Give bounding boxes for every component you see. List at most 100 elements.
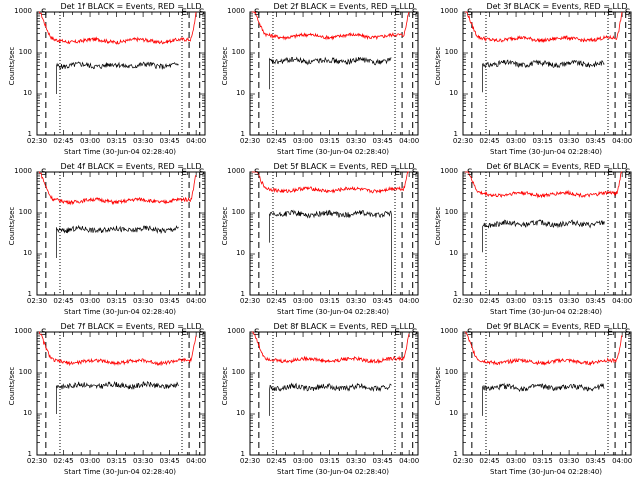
plot-frame [462, 171, 632, 296]
x-tick-label: 03:00 [292, 137, 314, 145]
x-tick-label: 02:45 [266, 457, 287, 465]
x-axis-label: Start Time (30-Jun-04 02:28:40) [490, 308, 602, 316]
y-tick-label: 100 [231, 368, 245, 376]
plot-frame [462, 331, 632, 456]
events-black-trace [482, 219, 605, 253]
y-tick-label: 10 [449, 249, 458, 257]
x-tick-label: 03:45 [585, 137, 606, 145]
end-marker: E [394, 168, 400, 178]
x-tick-label: 02:45 [53, 297, 74, 305]
detector-panel: Det 1f BLACK = Events, RED = LLD Counts/s… [0, 0, 213, 160]
end-marker: E [181, 168, 187, 178]
x-tick-label: 03:30 [559, 457, 580, 465]
x-tick-label: 02:30 [452, 457, 474, 465]
y-tick-label: 10 [449, 89, 458, 97]
y-tick-label: 1 [453, 130, 458, 138]
y-tick-label: 1000 [14, 7, 32, 15]
x-tick-label: 03:45 [159, 137, 180, 145]
y-tick-label: 100 [231, 208, 245, 216]
x-axis-label: Start Time (30-Jun-04 02:28:40) [277, 308, 389, 316]
second-start-marker: S [198, 328, 205, 338]
panel-plot-area [36, 11, 206, 136]
x-tick-label: 03:30 [133, 137, 154, 145]
x-tick-label: 02:30 [239, 457, 261, 465]
panel-plot-area [462, 171, 632, 296]
x-axis-label: Start Time (30-Jun-04 02:28:40) [64, 468, 176, 476]
panel-title: Det 2f BLACK = Events, RED = LLD [273, 2, 415, 11]
panel-plot-area [249, 171, 419, 296]
detector-panel: Det 5f BLACK = Events, RED = LLD Counts/s… [213, 160, 426, 320]
detector-panel: Det 4f BLACK = Events, RED = LLD Counts/s… [0, 160, 213, 320]
events-black-trace [482, 59, 605, 93]
x-tick-label: 03:30 [133, 457, 154, 465]
x-tick-label: 03:45 [585, 297, 606, 305]
events-black-trace [56, 380, 179, 414]
panel-title: Det 5f BLACK = Events, RED = LLD [273, 162, 415, 171]
y-tick-label: 1 [240, 130, 245, 138]
y-tick-label: 1000 [440, 7, 458, 15]
second-start-marker: S [411, 168, 418, 178]
y-tick-label: 1 [27, 450, 32, 458]
x-tick-label: 02:30 [452, 297, 474, 305]
panel-title: Det 8f BLACK = Events, RED = LLD [273, 322, 415, 331]
x-tick-label: 03:15 [319, 137, 340, 145]
y-axis-label: Counts/sec [434, 366, 442, 406]
y-tick-label: 100 [18, 368, 32, 376]
x-tick-label: 03:30 [559, 297, 580, 305]
panel-title: Det 3f BLACK = Events, RED = LLD [486, 2, 628, 11]
second-start-marker: S [198, 168, 205, 178]
y-tick-label: 1 [453, 290, 458, 298]
y-axis-label: Counts/sec [221, 46, 229, 86]
panel-plot-area [462, 11, 632, 136]
x-tick-label: 02:45 [479, 137, 500, 145]
x-tick-label: 03:00 [292, 457, 314, 465]
x-tick-label: 03:30 [346, 137, 367, 145]
x-tick-label: 04:00 [612, 137, 633, 145]
x-tick-label: 03:15 [532, 137, 553, 145]
x-tick-label: 04:00 [612, 457, 633, 465]
x-tick-label: 04:00 [186, 457, 207, 465]
panel-title: Det 4f BLACK = Events, RED = LLD [60, 162, 202, 171]
x-tick-label: 04:00 [399, 297, 420, 305]
x-tick-label: 03:15 [106, 137, 127, 145]
y-tick-label: 1 [453, 450, 458, 458]
end-marker: E [394, 8, 400, 18]
plot-frame [36, 171, 206, 296]
end-marker: E [181, 8, 187, 18]
x-tick-label: 03:30 [133, 297, 154, 305]
y-tick-label: 100 [231, 48, 245, 56]
y-axis-label: Counts/sec [8, 46, 16, 86]
y-tick-label: 10 [236, 89, 245, 97]
x-axis-label: Start Time (30-Jun-04 02:28:40) [64, 308, 176, 316]
lld-red-trace [38, 331, 197, 367]
detector-panel: Det 2f BLACK = Events, RED = LLD Counts/s… [213, 0, 426, 160]
x-tick-label: 04:00 [186, 137, 207, 145]
x-tick-label: 03:15 [532, 457, 553, 465]
second-start-marker: S [624, 168, 631, 178]
x-tick-label: 03:00 [79, 457, 101, 465]
x-tick-label: 02:30 [26, 137, 48, 145]
events-black-trace [269, 209, 392, 296]
panel-title: Det 9f BLACK = Events, RED = LLD [486, 322, 628, 331]
detector-panel: Det 6f BLACK = Events, RED = LLD Counts/s… [426, 160, 639, 320]
lld-red-trace [251, 11, 410, 41]
y-tick-label: 1000 [14, 167, 32, 175]
y-axis-label: Counts/sec [221, 366, 229, 406]
x-tick-label: 03:00 [505, 137, 527, 145]
second-start-marker: S [411, 8, 418, 18]
detector-panel: Det 8f BLACK = Events, RED = LLD Counts/s… [213, 320, 426, 480]
detector-panel: Det 3f BLACK = Events, RED = LLD Counts/s… [426, 0, 639, 160]
start-marker: S [466, 328, 473, 338]
x-tick-label: 03:45 [585, 457, 606, 465]
x-tick-label: 03:45 [159, 297, 180, 305]
plot-frame [249, 331, 419, 456]
start-marker: S [253, 168, 260, 178]
y-tick-label: 1000 [440, 327, 458, 335]
y-tick-label: 10 [23, 409, 32, 417]
detector-panel: Det 7f BLACK = Events, RED = LLD Counts/s… [0, 320, 213, 480]
x-tick-label: 03:00 [292, 297, 314, 305]
x-tick-label: 02:45 [266, 137, 287, 145]
start-marker: S [40, 168, 47, 178]
x-tick-label: 03:30 [559, 137, 580, 145]
events-black-trace [269, 382, 392, 416]
